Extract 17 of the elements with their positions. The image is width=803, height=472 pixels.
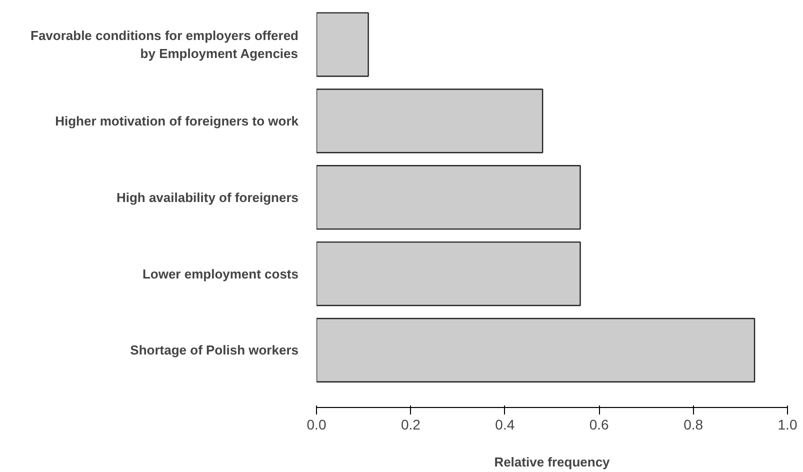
x-axis-title: Relative frequency bbox=[494, 454, 611, 470]
bar bbox=[316, 241, 581, 306]
bar bbox=[316, 165, 581, 230]
x-tick-label: 0.0 bbox=[306, 416, 326, 432]
bar bbox=[316, 88, 544, 154]
bar bbox=[316, 12, 369, 77]
bar bbox=[316, 318, 756, 382]
y-tick-label: Favorable conditions for employers offered by Employment Agencies bbox=[30, 28, 299, 62]
x-tick-label: 0.2 bbox=[400, 416, 421, 432]
y-tick-label: Lower employment costs bbox=[142, 266, 299, 282]
x-tick-label: 0.8 bbox=[684, 416, 704, 432]
y-tick-label: Higher motivation of foreigners to work bbox=[55, 113, 300, 128]
x-tick-label: 1.0 bbox=[778, 416, 798, 432]
y-tick-label: High availability of foreigners bbox=[116, 190, 299, 205]
y-tick-label: Shortage of Polish workers bbox=[130, 342, 299, 358]
x-tick-label: 0.6 bbox=[589, 416, 610, 432]
x-tick-label: 0.4 bbox=[495, 416, 515, 432]
